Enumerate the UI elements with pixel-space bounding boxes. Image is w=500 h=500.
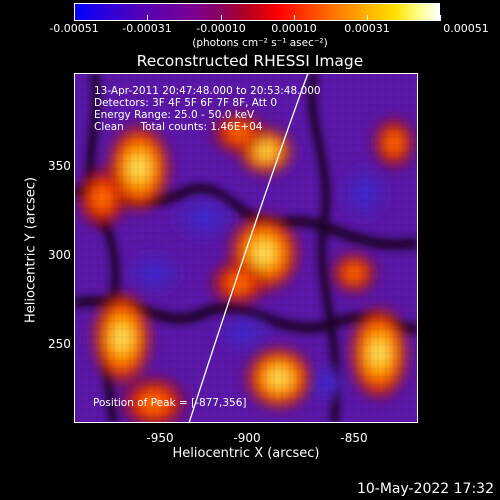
- annotation-energy-range: Energy Range: 25.0 - 50.0 keV: [94, 109, 255, 121]
- rhessi-image-canvas: [74, 73, 418, 423]
- y-tick-label: 350: [48, 159, 71, 173]
- colorbar-tick-label: 0.00031: [344, 22, 390, 35]
- colorbar-tick: [367, 15, 368, 21]
- colorbar-tick: [294, 15, 295, 21]
- x-tick-label: -950: [146, 431, 174, 445]
- y-tick-label: 300: [48, 248, 71, 262]
- y-axis-title: Heliocentric Y (arcsec): [23, 177, 39, 323]
- rhessi-image: [74, 73, 418, 423]
- annotation-clean-counts: Clean Total counts: 1.46E+04: [94, 121, 263, 133]
- x-tick-label: -900: [233, 431, 261, 445]
- colorbar-tick: [147, 15, 148, 21]
- x-tick-label: -850: [340, 431, 368, 445]
- timestamp: 10-May-2022 17:32: [356, 481, 494, 497]
- peak-position-text: Position of Peak = [-877,356]: [93, 397, 247, 409]
- colorbar-tick-label: 0.00051: [443, 22, 489, 35]
- y-tick-label: 250: [48, 337, 71, 351]
- colorbar-tick-label: -0.00010: [196, 22, 246, 35]
- annotation-detectors: Detectors: 3F 4F 5F 6F 7F 8F, Att 0: [94, 97, 278, 109]
- colorbar-tick: [221, 15, 222, 21]
- solar-limb-line: [188, 73, 309, 423]
- colorbar-tick-label: 0.00010: [271, 22, 317, 35]
- colorbar-tick: [440, 15, 441, 21]
- colorbar-unit-label: (photons cm⁻² s⁻¹ asec⁻²): [192, 37, 328, 49]
- colorbar-tick-label: -0.00031: [122, 22, 172, 35]
- colorbar: [74, 3, 440, 21]
- annotation-time-range: 13-Apr-2011 20:47:48.000 to 20:53:48.000: [94, 85, 321, 97]
- colorbar-tick-label: -0.00051: [49, 22, 99, 35]
- plot-title: Reconstructed RHESSI Image: [136, 52, 364, 70]
- colorbar-tick: [74, 15, 75, 21]
- x-axis-title: Heliocentric X (arcsec): [172, 446, 320, 461]
